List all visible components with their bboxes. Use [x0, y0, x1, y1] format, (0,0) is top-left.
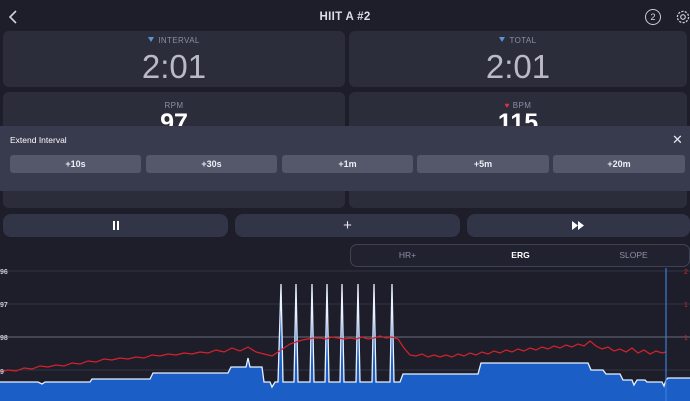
mode-slope[interactable]: SLOPE	[619, 250, 648, 260]
heart-icon: ♥	[504, 101, 510, 110]
interval-label: INTERVAL	[3, 36, 345, 45]
skip-button[interactable]	[467, 214, 690, 237]
participants-badge[interactable]: 2	[645, 9, 661, 25]
y-axis-right-label: 2	[684, 269, 688, 276]
extend-interval-title: Extend Interval	[10, 135, 67, 145]
workout-title: HIIT A #2	[319, 11, 371, 23]
interval-tile: INTERVAL 2:01	[3, 31, 345, 87]
mode-erg[interactable]: ERG	[511, 250, 530, 260]
plus-icon: +	[343, 217, 352, 234]
y-axis-label: 97	[0, 302, 8, 309]
y-axis-label: 98	[0, 335, 8, 342]
heart-rate-line	[0, 335, 667, 373]
bpm-label: ♥ BPM	[349, 101, 687, 110]
y-axis-right-label: 1	[684, 302, 688, 309]
y-axis-label: 9	[0, 369, 4, 376]
extend-10s-button[interactable]: +10s	[10, 155, 141, 173]
extend-30s-button[interactable]: +30s	[146, 155, 277, 173]
triangle-down-icon	[499, 37, 506, 42]
total-tile: TOTAL 2:01	[349, 31, 687, 87]
bpm-label-text: BPM	[512, 101, 532, 110]
fast-forward-icon	[572, 221, 584, 230]
extend-1m-button[interactable]: +1m	[282, 155, 413, 173]
interval-time: 2:01	[141, 48, 207, 85]
interval-label-text: INTERVAL	[158, 36, 200, 45]
top-bar: HIIT A #2 2	[0, 0, 690, 34]
total-time: 2:01	[485, 48, 551, 85]
extend-5m-button[interactable]: +5m	[417, 155, 549, 173]
y-axis-right-label: 1	[684, 335, 688, 342]
mode-selector: HR+ ERG SLOPE	[350, 244, 690, 267]
close-icon[interactable]: ✕	[672, 132, 683, 147]
add-button[interactable]: +	[235, 214, 460, 237]
mode-hr-plus[interactable]: HR+	[398, 250, 417, 260]
total-label-text: TOTAL	[509, 36, 537, 45]
triangle-down-icon	[148, 37, 155, 42]
pause-button[interactable]	[3, 214, 228, 237]
pause-icon	[112, 221, 119, 230]
y-axis-label: 96	[0, 269, 8, 276]
total-label: TOTAL	[349, 36, 687, 45]
gear-icon[interactable]	[674, 8, 690, 26]
power-area	[0, 284, 690, 401]
power-line	[0, 283, 690, 389]
extend-20m-button[interactable]: +20m	[553, 155, 685, 173]
workout-chart: 96 97 98 9 2 1 1	[0, 268, 690, 401]
back-icon[interactable]	[6, 9, 20, 25]
rpm-label: RPM	[164, 101, 184, 110]
